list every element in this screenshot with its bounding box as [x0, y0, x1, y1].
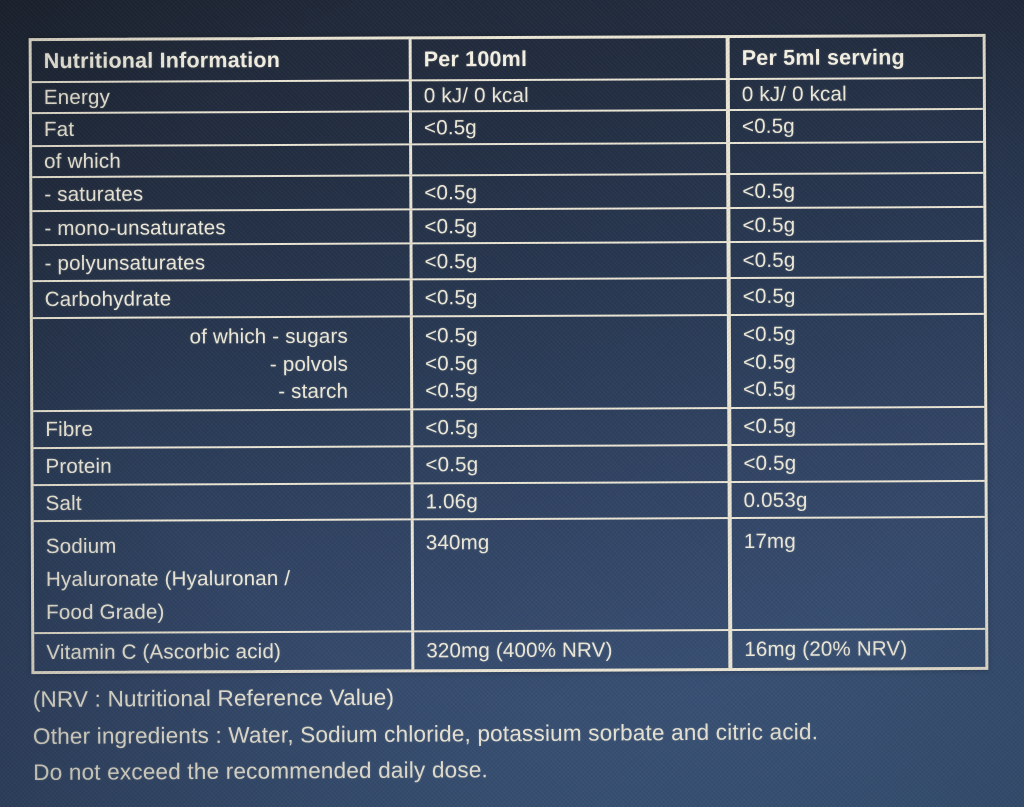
value-per-5ml: <0.5g — [726, 173, 984, 208]
table-row-carbohydrate: Carbohydrate <0.5g <0.5g — [32, 275, 984, 318]
other-ingredients-note: Other ingredients : Water, Sodium chlori… — [32, 718, 819, 749]
value-per-100ml: 0 kJ/ 0 kcal — [408, 80, 726, 111]
value-per-5ml: <0.5g — [725, 109, 984, 143]
value-per-100ml: <0.5g — [408, 111, 727, 144]
value-per-100ml: <0.5g — [410, 409, 728, 446]
value-per-5ml: 16mg (20% NRV) — [728, 629, 986, 669]
table-header-row: Nutritional Information Per 100ml Per 5m… — [32, 36, 983, 81]
table-row-saturates: - saturates <0.5g <0.5g — [32, 171, 984, 211]
nrv-note: (NRV : Nutritional Reference Value) — [32, 684, 395, 712]
value-line: <0.5g — [743, 377, 797, 401]
row-label-line: Food Grade) — [46, 600, 165, 625]
table-row-polyunsaturates: - polyunsaturates <0.5g <0.5g — [32, 239, 984, 281]
value-per-100ml: <0.5g — [410, 446, 728, 483]
value-per-100ml: <0.5g <0.5g <0.5g — [409, 316, 728, 409]
value-line: <0.5g — [425, 379, 479, 403]
table-row-sugars-polyols-starch: of which - sugars - polvols - starch <0.… — [32, 312, 985, 411]
value-line: <0.5g — [424, 351, 478, 375]
value-per-5ml: 0 kJ/ 0 kcal — [725, 78, 983, 110]
value-per-100ml: 1.06g — [410, 483, 728, 519]
row-label: - saturates — [44, 182, 144, 206]
header-nutritional-information: Nutritional Information — [43, 48, 281, 74]
row-label: Salt — [45, 491, 82, 515]
table-row-energy: Energy 0 kJ/ 0 kcal 0 kJ/ 0 kcal — [31, 76, 983, 113]
row-label-line: of which - sugars — [189, 324, 348, 349]
value-line: <0.5g — [424, 324, 478, 348]
daily-dose-warning: Do not exceed the recommended daily dose… — [33, 757, 489, 785]
row-label: Energy — [43, 85, 111, 110]
value-per-100ml: 320mg (400% NRV) — [411, 631, 729, 670]
row-label: Fibre — [45, 418, 94, 442]
value-per-5ml: <0.5g — [726, 277, 984, 315]
table-row-salt: Salt 1.06g 0.053g — [33, 479, 985, 521]
value-per-5ml: <0.5g — [727, 444, 985, 482]
row-label: of which - sugars - polvols - starch — [33, 317, 410, 410]
row-label: - mono-unsaturates — [44, 215, 226, 240]
value-per-5ml: <0.5g <0.5g <0.5g — [726, 314, 985, 408]
value-per-5ml — [726, 142, 984, 174]
row-label: Carbohydrate — [44, 287, 172, 312]
row-label-line: Hyaluronate (Hyaluronan / — [45, 566, 291, 592]
value-per-5ml: <0.5g — [726, 241, 984, 278]
value-per-100ml: <0.5g — [409, 209, 727, 243]
value-per-100ml: <0.5g — [409, 243, 727, 279]
value-line: <0.5g — [742, 322, 796, 346]
value-per-100ml: <0.5g — [409, 279, 727, 316]
row-label: Fat — [43, 118, 75, 142]
value-per-5ml: <0.5g — [727, 407, 985, 445]
value-per-5ml: 0.053g — [727, 481, 985, 518]
row-label: Protein — [45, 454, 112, 479]
row-label: - polyunsaturates — [44, 251, 206, 275]
row-label: Sodium Hyaluronate (Hyaluronan / Food Gr… — [34, 520, 411, 632]
table-row-vitamin-c: Vitamin C (Ascorbic acid) 320mg (400% NR… — [34, 627, 986, 672]
row-label: of which — [44, 149, 122, 174]
table-row-protein: Protein <0.5g <0.5g — [33, 442, 985, 485]
table-row-fat: Fat <0.5g <0.5g — [31, 107, 984, 146]
nutrition-table: Nutritional Information Per 100ml Per 5m… — [28, 33, 989, 675]
value-per-100ml — [409, 144, 727, 175]
value-line: <0.5g — [742, 350, 796, 374]
row-label-line: - starch — [278, 379, 349, 404]
row-label-line: - polvols — [269, 352, 349, 376]
row-label: Vitamin C (Ascorbic acid) — [46, 640, 282, 665]
header-per-5ml-serving: Per 5ml serving — [725, 36, 983, 79]
table-row-of-which: of which — [32, 140, 984, 177]
row-label-line: Sodium — [45, 534, 117, 559]
table-row-fibre: Fibre <0.5g <0.5g — [33, 405, 985, 448]
value-per-5ml: 17mg — [727, 517, 986, 630]
value-per-100ml: 340mg — [410, 519, 729, 631]
header-per-100ml: Per 100ml — [408, 38, 726, 80]
table-row-mono-unsaturates: - mono-unsaturates <0.5g <0.5g — [32, 205, 984, 245]
value-per-5ml: <0.5g — [726, 207, 984, 242]
table-row-sodium-hyaluronate: Sodium Hyaluronate (Hyaluronan / Food Gr… — [33, 515, 986, 633]
value-per-100ml: <0.5g — [409, 175, 727, 209]
footer-notes: (NRV : Nutritional Reference Value) Othe… — [33, 676, 1009, 791]
